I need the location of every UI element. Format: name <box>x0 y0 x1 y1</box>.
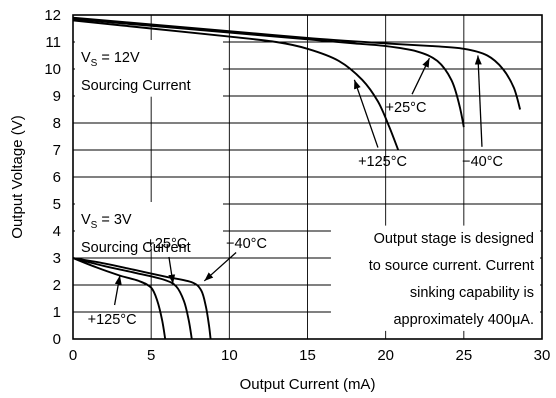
annotation-arrow <box>168 256 176 284</box>
sourcing-current-label: Sourcing Current <box>81 240 191 256</box>
y-tick-label: 1 <box>53 304 61 321</box>
x-tick-label: 30 <box>534 347 551 364</box>
x-tick-label: 25 <box>455 347 472 364</box>
x-tick-label: 0 <box>69 347 77 364</box>
note-line: Output stage is designed <box>374 231 534 247</box>
temperature-label: +125°C <box>88 312 137 328</box>
label-background <box>75 40 223 97</box>
annotation-arrow <box>203 252 237 282</box>
series-line <box>72 257 212 340</box>
annotation-arrow <box>474 55 483 147</box>
note-line: to source current. Current <box>369 258 534 274</box>
y-axis-label: Output Voltage (V) <box>9 115 26 238</box>
series-lines <box>72 16 522 340</box>
annotation-arrow <box>411 57 431 95</box>
note-box: Output stage is designed to source curren… <box>330 225 540 331</box>
series-line <box>72 16 522 110</box>
sourcing-current-label: Sourcing Current <box>81 78 191 94</box>
x-tick-label: 20 <box>377 347 394 364</box>
y-tick-label: 4 <box>53 223 61 240</box>
y-tick-label: 2 <box>53 277 61 294</box>
x-tick-label: 15 <box>299 347 316 364</box>
temperature-label: +25°C <box>386 100 427 116</box>
x-axis-ticks: 0 5 10 15 20 25 30 <box>69 347 551 364</box>
series-line <box>72 19 400 151</box>
label-background <box>75 202 223 246</box>
panel-labels: VS = 12V Sourcing Current VS = 3V Sourcing … <box>75 40 223 256</box>
y-tick-label: 12 <box>44 7 61 24</box>
y-tick-label: 5 <box>53 196 61 213</box>
temperature-annotations: +125°C +25°C −40°C +25°C −40°C +125°C <box>88 55 503 328</box>
note-line: sinking capability is <box>410 285 534 301</box>
y-tick-label: 9 <box>53 88 61 105</box>
annotation-arrow <box>113 275 122 306</box>
series-line <box>72 18 465 128</box>
y-tick-label: 11 <box>45 34 61 51</box>
note-line: approximately 400μA. <box>393 312 534 328</box>
x-tick-label: 5 <box>147 347 155 364</box>
temperature-label: +25°C <box>146 236 187 252</box>
y-tick-label: 7 <box>53 142 61 159</box>
temperature-label: −40°C <box>462 154 503 170</box>
y-tick-label: 10 <box>44 61 61 78</box>
x-axis-label: Output Current (mA) <box>240 376 376 393</box>
supply-voltage-label: VS = 12V <box>81 50 140 69</box>
series-line <box>72 257 167 340</box>
y-tick-label: 3 <box>53 250 61 267</box>
temperature-label: +125°C <box>358 154 407 170</box>
supply-voltage-label: VS = 3V <box>81 212 132 231</box>
temperature-label: −40°C <box>226 236 267 252</box>
note-background <box>330 225 540 331</box>
x-tick-label: 10 <box>221 347 238 364</box>
y-tick-label: 6 <box>53 169 61 186</box>
plot-frame <box>72 14 543 340</box>
y-tick-label: 0 <box>53 331 61 348</box>
annotation-arrow <box>353 79 379 148</box>
y-tick-label: 8 <box>53 115 61 132</box>
